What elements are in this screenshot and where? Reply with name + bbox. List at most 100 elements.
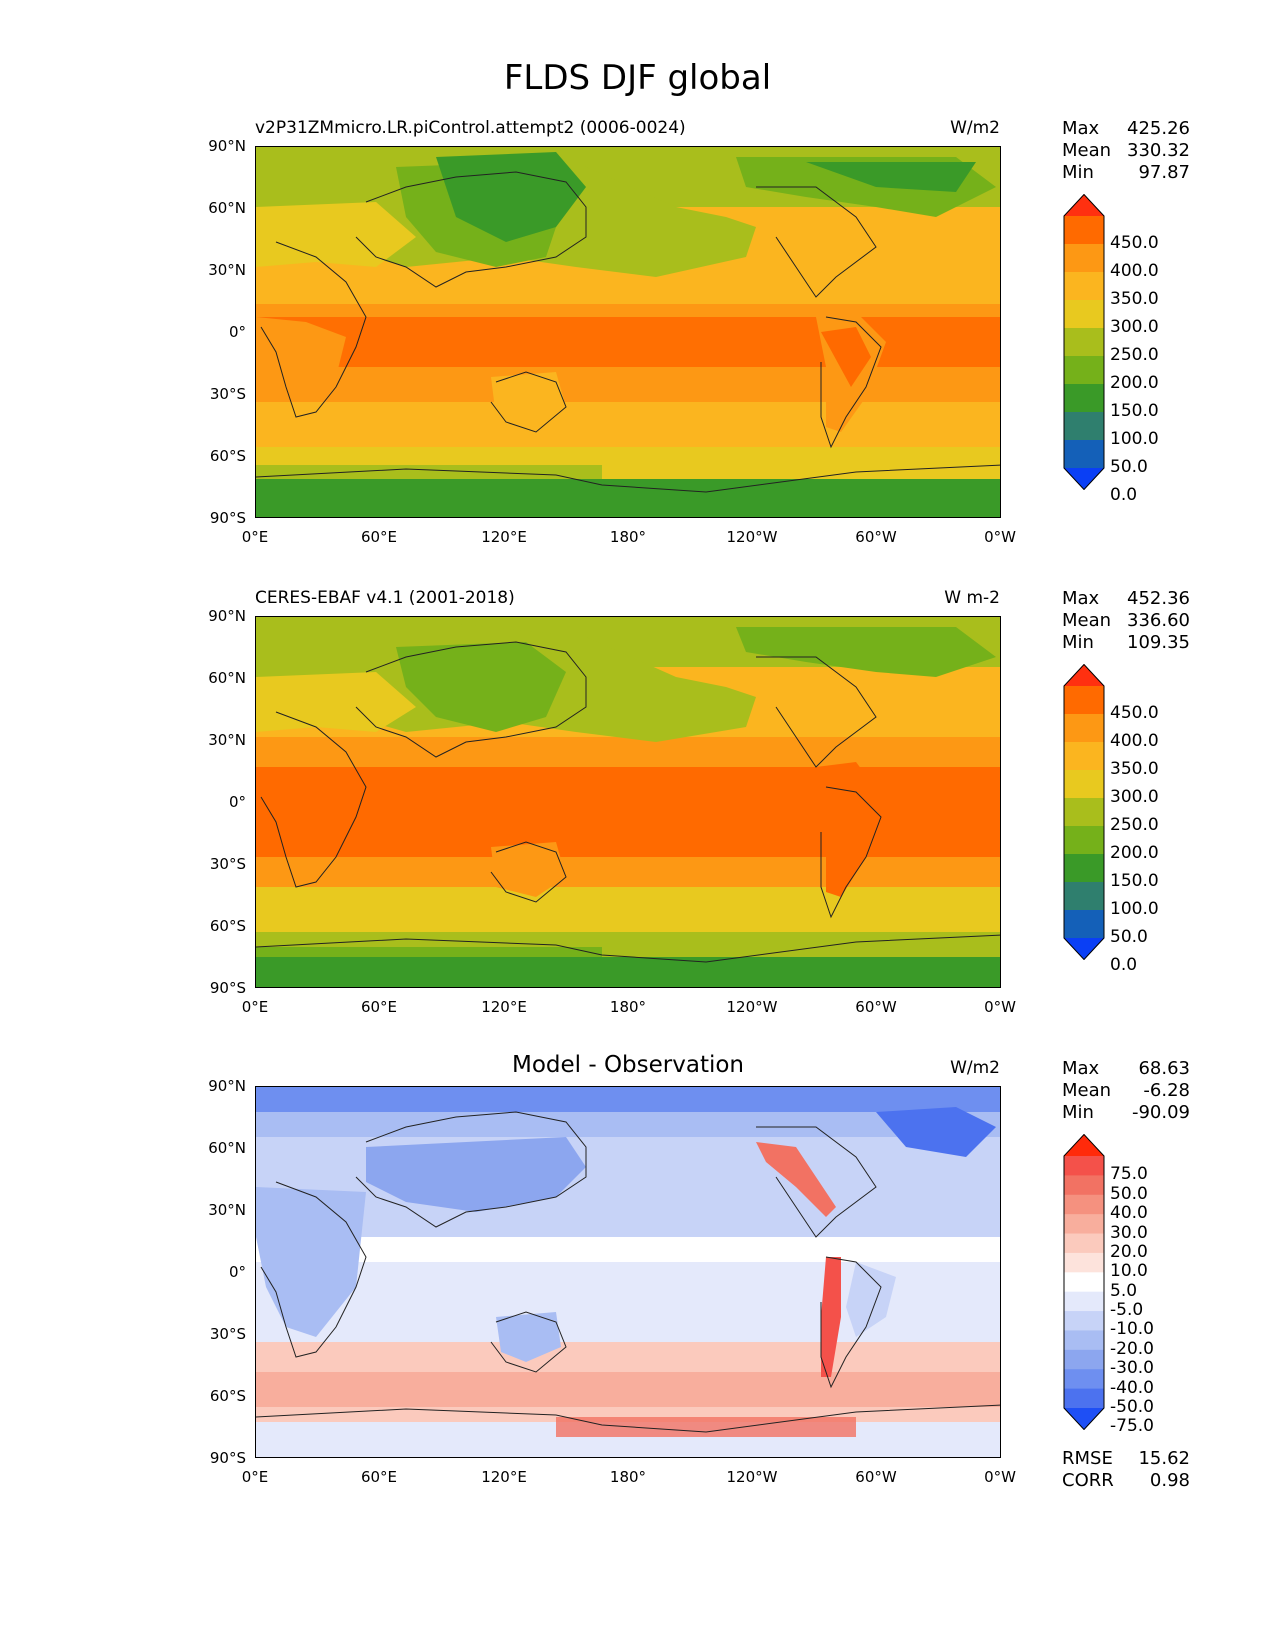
colorbar: [1063, 1134, 1105, 1430]
stat-max-label: Max: [1062, 1058, 1100, 1079]
colorbar-extend-top: [1064, 194, 1104, 216]
colorbar-tick-label: 400.0: [1110, 731, 1159, 751]
stats-box: Max 452.36 Mean 336.60 Min 109.35: [1062, 588, 1190, 654]
stat-mean-label: Mean: [1062, 1080, 1112, 1101]
panel-units: W/m2: [950, 1058, 1000, 1078]
colorbar-band: [1064, 882, 1104, 911]
lat-label: 0°: [228, 1263, 246, 1281]
colorbar-band: [1064, 1252, 1104, 1273]
lon-label: 120°W: [726, 528, 778, 546]
colorbar-band: [1064, 770, 1104, 799]
stat-mean-label: Mean: [1062, 140, 1112, 161]
colorbar-tick-label: 40.0: [1110, 1203, 1148, 1224]
lon-label: 0°E: [241, 528, 269, 546]
lat-label: 90°N: [208, 137, 246, 155]
lat-label: 90°N: [208, 607, 246, 625]
lat-label: 90°S: [209, 1449, 246, 1467]
colorbar-tick-label: 30.0: [1110, 1222, 1148, 1243]
lat-label: 30°S: [209, 855, 246, 873]
colorbar-band: [1064, 742, 1104, 771]
panel-title: Model - Observation: [511, 1052, 745, 1078]
colorbar-tick-label: 300.0: [1110, 787, 1159, 807]
colorbar-tick-label: 450.0: [1110, 233, 1159, 253]
colorbar-band: [1064, 1291, 1104, 1312]
colorbar-extend-top: [1064, 1134, 1104, 1156]
colorbar-outline: [1063, 664, 1105, 960]
colorbar-band: [1064, 1156, 1104, 1176]
colorbar-tick-label: -75.0: [1110, 1416, 1154, 1437]
lon-label: 60°E: [360, 528, 398, 546]
map-field-diff: [256, 1087, 1000, 1457]
panel-title: v2P31ZMmicro.LR.piControl.attempt2 (0006…: [255, 118, 686, 138]
rmse-value: 15.62: [1138, 1448, 1190, 1469]
colorbar-tick-label: 450.0: [1110, 703, 1159, 723]
colorbar-band: [1064, 1175, 1104, 1196]
colorbar-band: [1064, 384, 1104, 413]
stat-mean-label: Mean: [1062, 610, 1112, 631]
rmse-box: RMSE 15.62 CORR 0.98: [1062, 1448, 1190, 1492]
colorbar-band: [1064, 328, 1104, 357]
colorbar-extend-bottom: [1064, 468, 1104, 490]
stat-max-value: 68.63: [1138, 1058, 1190, 1079]
lon-label: 0°W: [984, 528, 1016, 546]
colorbar-tick-label: 5.0: [1110, 1280, 1138, 1301]
colorbar-tick-label: 300.0: [1110, 317, 1159, 337]
colorbar-outline: [1063, 1134, 1105, 1430]
colorbar-band: [1064, 1349, 1104, 1370]
colorbar-band: [1064, 854, 1104, 883]
colorbar-tick-label: 0.0: [1110, 485, 1138, 505]
map-field-model: [256, 147, 1000, 517]
lon-label: 0°E: [241, 998, 269, 1016]
lat-label: 60°S: [209, 1387, 246, 1405]
colorbar-band: [1064, 910, 1104, 939]
map-field-obs: [256, 617, 1000, 987]
colorbar-tick-label: -10.0: [1110, 1319, 1154, 1340]
colorbar-band: [1064, 216, 1104, 245]
stat-max-label: Max: [1062, 588, 1100, 609]
map-model: [255, 146, 1001, 518]
colorbar-tick-label: -50.0: [1110, 1397, 1154, 1417]
colorbar-tick-label: 250.0: [1110, 815, 1159, 835]
lon-label: 180°: [609, 998, 647, 1016]
colorbar-band: [1064, 1388, 1104, 1409]
lon-label: 0°W: [984, 1468, 1016, 1486]
lat-label: 30°N: [208, 1201, 246, 1219]
colorbar-tick-label: 150.0: [1110, 401, 1159, 421]
colorbar-tick-label: 100.0: [1110, 899, 1159, 919]
colorbar-tick-label: -5.0: [1110, 1300, 1144, 1321]
colorbar-tick-label: 200.0: [1110, 373, 1159, 393]
colorbar-extend-bottom: [1064, 1408, 1104, 1430]
colorbar-tick-label: 20.0: [1110, 1241, 1148, 1262]
stats-box: Max 425.26 Mean 330.32 Min 97.87: [1062, 118, 1190, 184]
colorbar-tick-label: 50.0: [1110, 457, 1148, 477]
colorbar-extend-bottom: [1064, 938, 1104, 960]
stat-max-value: 452.36: [1127, 588, 1190, 609]
corr-label: CORR: [1062, 1470, 1114, 1491]
colorbar-band: [1064, 356, 1104, 385]
figure-title: FLDS DJF global: [503, 58, 772, 98]
stats-box: Max 68.63 Mean -6.28 Min -90.09: [1062, 1058, 1190, 1124]
lon-label: 60°E: [360, 998, 398, 1016]
lat-label: 60°N: [208, 1139, 246, 1157]
colorbar-band: [1064, 1233, 1104, 1254]
colorbar-tick-label: -30.0: [1110, 1358, 1154, 1379]
lon-label: 60°W: [855, 998, 897, 1016]
colorbar-band: [1064, 714, 1104, 743]
colorbar: [1063, 194, 1105, 490]
lon-label: 0°W: [984, 998, 1016, 1016]
lat-label: 90°S: [209, 979, 246, 997]
lat-label: 90°N: [208, 1077, 246, 1095]
colorbar-band: [1064, 244, 1104, 273]
panel-title: CERES-EBAF v4.1 (2001-2018): [255, 588, 515, 608]
colorbar-tick-label: 400.0: [1110, 261, 1159, 281]
lon-label: 180°: [609, 528, 647, 546]
lon-label: 60°W: [855, 1468, 897, 1486]
stat-min-label: Min: [1062, 1102, 1094, 1123]
stat-mean-value: 336.60: [1127, 610, 1190, 631]
lat-label: 30°N: [208, 731, 246, 749]
colorbar-band: [1064, 798, 1104, 827]
colorbar-extend-top: [1064, 664, 1104, 686]
colorbar: [1063, 664, 1105, 960]
stat-max-value: 425.26: [1127, 118, 1190, 139]
colorbar-band: [1064, 1214, 1104, 1235]
